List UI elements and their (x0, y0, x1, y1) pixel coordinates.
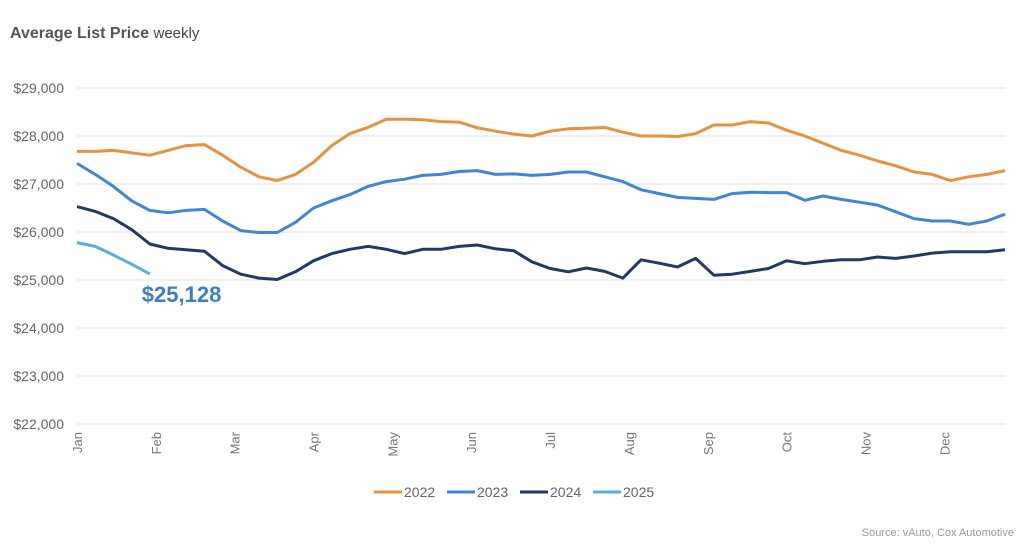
x-tick-label: Sep (701, 432, 716, 455)
y-tick-label: $24,000 (13, 320, 64, 336)
x-tick-label: Jan (70, 432, 85, 453)
y-tick-label: $28,000 (13, 128, 64, 144)
y-tick-label: $26,000 (13, 224, 64, 240)
x-tick-label: Feb (149, 432, 164, 454)
x-tick-label: Nov (858, 432, 873, 456)
legend-label-2025: 2025 (623, 484, 654, 500)
value-annotation: $25,128 (142, 282, 222, 307)
source-note: Source: vAuto, Cox Automotive (861, 527, 1014, 539)
x-tick-label: Mar (228, 431, 243, 454)
y-tick-label: $23,000 (13, 368, 64, 384)
chart-title-text: Average List Price (10, 25, 150, 42)
y-tick-label: $22,000 (13, 416, 64, 432)
x-tick-label: Jul (543, 432, 558, 449)
chart-subtitle: weekly (153, 25, 200, 42)
series-line-2024 (76, 205, 1006, 281)
legend-label-2023: 2023 (477, 484, 508, 500)
y-tick-label: $27,000 (13, 176, 64, 192)
series-line-2025 (76, 241, 151, 276)
y-tick-label: $25,000 (13, 272, 64, 288)
chart-title: Average List Price weekly (10, 25, 199, 43)
series-line-2023 (76, 162, 1006, 234)
x-tick-label: Jun (464, 432, 479, 453)
x-tick-label: Dec (937, 432, 952, 456)
legend-label-2022: 2022 (404, 484, 435, 500)
legend-label-2024: 2024 (550, 484, 581, 500)
series-line-2022 (77, 117, 1006, 183)
x-tick-label: Aug (622, 432, 637, 455)
y-tick-label: $29,000 (13, 80, 64, 96)
x-tick-label: May (385, 432, 400, 457)
x-tick-label: Apr (307, 431, 322, 452)
x-tick-label: Oct (780, 432, 795, 453)
